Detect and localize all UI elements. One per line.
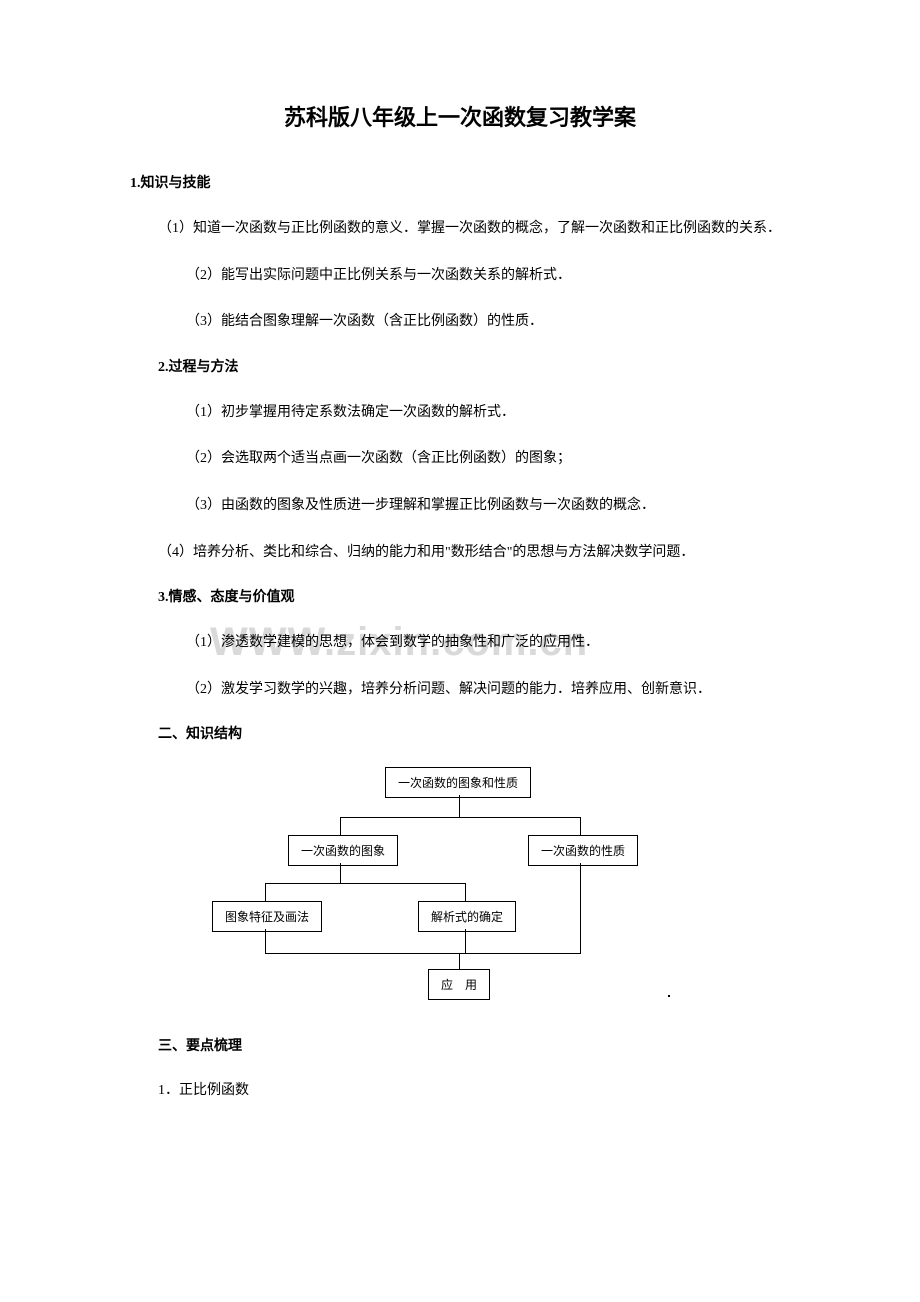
diagram-line <box>265 883 465 884</box>
paragraph-s3-p2: （2）激发学习数学的兴趣，培养分析问题、解决问题的能力．培养应用、创新意识． <box>158 677 790 704</box>
diagram-line <box>265 953 581 954</box>
document-content: 苏科版八年级上一次函数复习教学案 1.知识与技能 （1）知道一次函数与正比例函数… <box>130 100 790 1099</box>
diagram-line <box>465 883 466 901</box>
paragraph-s2-p3: （3）由函数的图象及性质进一步理解和掌握正比例函数与一次函数的概念． <box>158 493 790 520</box>
diagram-line <box>340 817 341 835</box>
heading-key-points: 三、要点梳理 <box>158 1035 790 1055</box>
diagram-line <box>265 883 266 901</box>
heading-knowledge-skills: 1.知识与技能 <box>130 172 790 192</box>
diagram-node-low-left: 图象特征及画法 <box>212 901 322 932</box>
paragraph-s2-p1: （1）初步掌握用待定系数法确定一次函数的解析式． <box>158 400 790 427</box>
diagram-node-low-right: 解析式的确定 <box>418 901 516 932</box>
diagram-line <box>459 795 460 817</box>
diagram-line <box>340 817 580 818</box>
diagram-dot <box>668 995 670 997</box>
diagram-line <box>340 863 341 883</box>
diagram-line <box>265 929 266 953</box>
diagram-node-mid-right: 一次函数的性质 <box>528 835 638 866</box>
diagram-node-mid-left: 一次函数的图象 <box>288 835 398 866</box>
heading-emotion-attitude: 3.情感、态度与价值观 <box>158 586 790 606</box>
diagram-line <box>459 953 460 969</box>
diagram-node-top: 一次函数的图象和性质 <box>385 767 531 798</box>
paragraph-s1-p1: （1）知道一次函数与正比例函数的意义．掌握一次函数的概念，了解一次函数和正比例函… <box>130 216 790 243</box>
diagram-line <box>465 929 466 953</box>
paragraph-s1-p3: （3）能结合图象理解一次函数（含正比例函数）的性质． <box>158 309 790 336</box>
heading-proportional-function: 1．正比例函数 <box>158 1079 790 1099</box>
paragraph-s2-p4: （4）培养分析、类比和综合、归纳的能力和用"数形结合"的思想与方法解决数学问题． <box>130 540 790 567</box>
page-title: 苏科版八年级上一次函数复习教学案 <box>130 100 790 132</box>
paragraph-s1-p2: （2）能写出实际问题中正比例关系与一次函数关系的解析式． <box>158 263 790 290</box>
heading-process-methods: 2.过程与方法 <box>158 356 790 376</box>
heading-knowledge-structure: 二、知识结构 <box>158 723 790 743</box>
flowchart-diagram: 一次函数的图象和性质 一次函数的图象 一次函数的性质 图象特征及画法 解析式的确… <box>210 767 710 1007</box>
diagram-node-bottom: 应 用 <box>428 969 490 1000</box>
paragraph-s2-p2: （2）会选取两个适当点画一次函数（含正比例函数）的图象； <box>158 446 790 473</box>
diagram-line <box>580 863 581 953</box>
paragraph-s3-p1: （1）渗透数学建模的思想，体会到数学的抽象性和广泛的应用性． <box>158 630 790 657</box>
diagram-line <box>580 817 581 835</box>
